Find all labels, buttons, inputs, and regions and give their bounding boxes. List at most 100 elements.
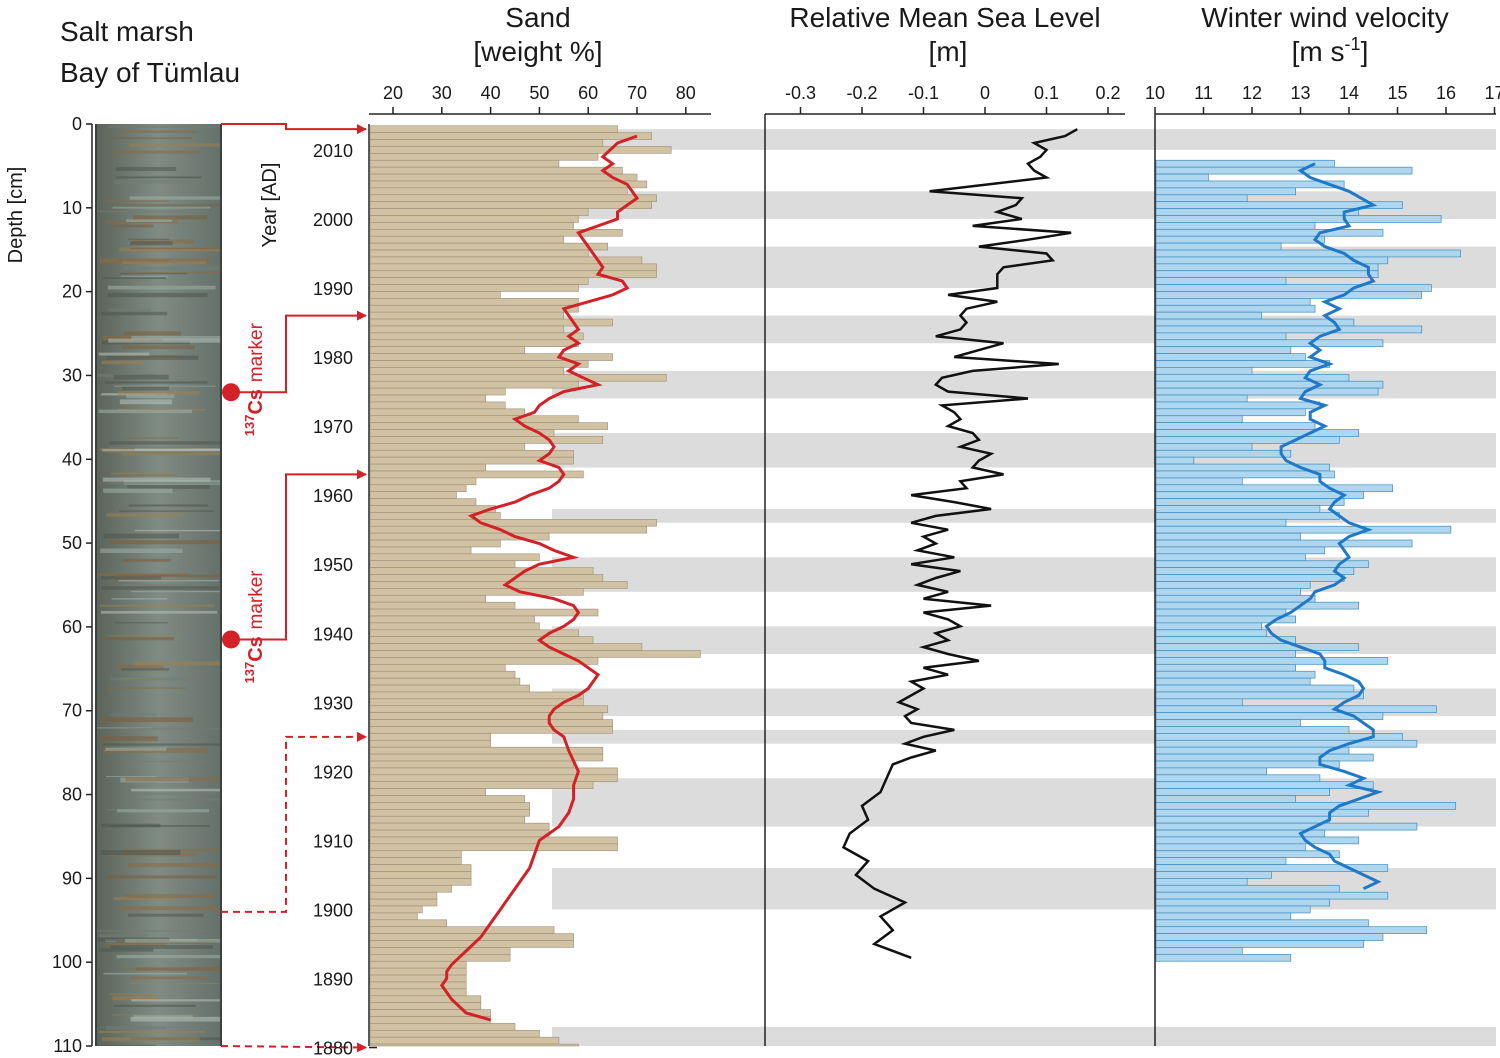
year-tick-label: 1960 — [313, 486, 353, 506]
wind-bar — [1155, 553, 1306, 562]
depth-axis-label: Depth [cm] — [5, 167, 27, 264]
sand-bar — [369, 291, 501, 299]
sand-bar — [369, 739, 491, 748]
core-streak — [114, 574, 221, 578]
grey-band — [552, 433, 1496, 468]
wind-bar — [1155, 808, 1369, 817]
core-streak — [117, 391, 200, 395]
sand-unit: [weight %] — [473, 36, 602, 67]
core-streak — [106, 513, 185, 517]
x-tick-label: 0.1 — [1034, 83, 1059, 103]
wind-bar — [1155, 360, 1330, 368]
wind-bar — [1155, 933, 1384, 941]
wind-bars — [1155, 159, 1461, 962]
sand-bar — [369, 194, 657, 202]
sand-bar — [369, 484, 467, 492]
depth-tick-label: 40 — [62, 449, 82, 469]
year-tick-group: 2010 2000 1990 1980 1970 1960 1950 1940 1930 1920… — [313, 141, 377, 1058]
core-streak — [108, 481, 221, 484]
sand-bar — [369, 443, 526, 451]
sand-bar — [369, 581, 628, 589]
core-streak — [110, 713, 157, 716]
core-streak — [123, 331, 181, 336]
sand-bar — [369, 166, 623, 175]
sand-bar — [369, 898, 438, 907]
sand-bar — [369, 670, 516, 679]
depth-tick-label: 30 — [62, 365, 82, 385]
x-tick-label: 0.2 — [1095, 83, 1120, 103]
core-streak — [108, 338, 221, 343]
wind-panel: Winter wind velocity [m s-1] 10 11 12 13 14 1… — [1145, 2, 1500, 1046]
sand-bar — [369, 698, 584, 707]
core-streak — [119, 247, 221, 252]
tie-line-solid — [221, 123, 367, 135]
core-streak — [102, 335, 146, 341]
sand-bar — [369, 912, 418, 921]
core-streak — [109, 825, 210, 827]
marker-word: marker — [246, 570, 267, 630]
core-streak — [113, 1004, 196, 1007]
core-streak — [135, 792, 217, 795]
sand-bar — [369, 691, 584, 700]
year-tick-label: 1930 — [313, 693, 353, 713]
sand-bar — [369, 933, 574, 941]
wind-bar — [1155, 684, 1355, 693]
depth-tick-label: 90 — [62, 868, 82, 888]
wind-bar — [1155, 505, 1321, 513]
core-streak — [130, 241, 173, 246]
core-streak — [133, 798, 221, 801]
sand-bar — [369, 664, 506, 672]
year-axis: 2010 2000 1990 1980 1970 1960 1950 1940 1930 1920… — [259, 124, 377, 1058]
sand-bar — [369, 546, 472, 555]
wind-bar — [1155, 795, 1296, 803]
depth-tick-label: 100 — [52, 952, 82, 972]
core-streak — [108, 308, 151, 312]
sand-bar — [369, 139, 604, 147]
wind-bar — [1155, 850, 1340, 859]
tie-lines — [220, 123, 367, 1053]
core-streak — [103, 533, 180, 539]
wind-bar — [1155, 373, 1350, 382]
rmsl-unit: [m] — [929, 36, 968, 67]
sand-bar — [369, 422, 609, 430]
wind-bar — [1155, 311, 1263, 320]
sand-bar — [369, 954, 511, 962]
wind-bar — [1155, 774, 1321, 783]
core-streak — [109, 441, 221, 445]
marker-superscript: 137 — [242, 415, 257, 437]
wind-bar — [1155, 947, 1243, 955]
wind-bar — [1155, 705, 1437, 714]
core-streak — [116, 954, 221, 959]
sand-bar — [369, 304, 579, 313]
sand-bar — [369, 374, 667, 382]
wind-bar — [1155, 318, 1355, 327]
wind-unit-main: [m s — [1292, 36, 1345, 67]
core-streak — [127, 863, 221, 868]
wind-bar — [1155, 594, 1316, 603]
sand-bar — [369, 284, 579, 292]
wind-bar — [1155, 802, 1457, 810]
core-streak — [99, 1026, 194, 1028]
core-streak — [131, 590, 221, 593]
wind-bar — [1155, 339, 1384, 348]
sand-bar — [369, 242, 609, 251]
core-streak — [123, 437, 179, 439]
x-tick-label: 0 — [980, 83, 990, 103]
sand-bar — [369, 974, 467, 983]
marker-word: marker — [246, 322, 267, 382]
wind-bar — [1155, 291, 1423, 299]
core-streak — [114, 179, 202, 184]
core-streak — [124, 968, 221, 970]
sand-bar — [369, 132, 652, 140]
wind-unit-end: ] — [1361, 36, 1369, 67]
depth-tick-label: 10 — [62, 198, 82, 218]
sand-bar — [369, 684, 530, 693]
core-streak — [101, 586, 220, 590]
wind-bar — [1155, 346, 1292, 354]
sand-bar — [369, 601, 516, 610]
wind-bar — [1155, 836, 1360, 845]
sand-bar — [369, 401, 506, 410]
core-streak — [109, 540, 221, 545]
year-tick-label: 1990 — [313, 279, 353, 299]
